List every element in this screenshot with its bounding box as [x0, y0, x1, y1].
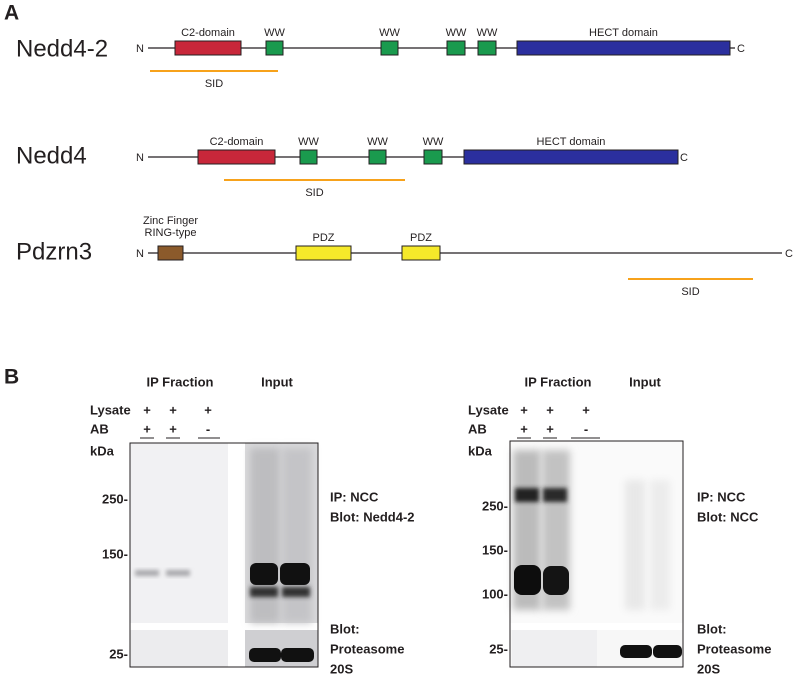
blot-image: [130, 443, 318, 667]
domain-label: WW: [477, 27, 498, 39]
domain-label: PDZ: [313, 232, 335, 244]
domain: [174, 40, 242, 56]
domain: [368, 149, 387, 165]
domain-label: WW: [298, 136, 319, 148]
row-label: AB: [468, 421, 487, 436]
loading-description: Proteasome: [697, 641, 771, 656]
n-terminus: N: [136, 248, 144, 260]
domain-label: C2-domain: [181, 27, 235, 39]
lane-sign: -: [206, 421, 210, 436]
domain-label: WW: [423, 136, 444, 148]
domain-label: Zinc Finger: [143, 215, 198, 227]
domain: [401, 245, 441, 261]
domain: [446, 40, 466, 56]
lane-header: IP Fraction: [525, 374, 592, 389]
blot-frame: [129, 442, 319, 668]
lane-sign: +: [169, 402, 177, 417]
blot-description: IP: NCC: [330, 489, 379, 504]
blot-description: IP: NCC: [697, 489, 746, 504]
lane-sign: +: [169, 421, 177, 436]
row-label: Lysate: [90, 402, 131, 417]
lane-sign: -: [584, 421, 588, 436]
c-terminus: C: [737, 43, 745, 55]
marker-label: 150-: [102, 546, 128, 561]
lane-header: Input: [629, 374, 661, 389]
loading-description: 20S: [330, 661, 353, 676]
marker-label: 100-: [482, 586, 508, 601]
sid-label: SID: [681, 286, 699, 298]
blot-description: Blot: NCC: [697, 509, 759, 524]
domain-label: WW: [446, 27, 467, 39]
panel-label: B: [4, 366, 19, 389]
domain-label: WW: [264, 27, 285, 39]
domain: [299, 149, 318, 165]
loading-description: Proteasome: [330, 641, 404, 656]
unit-label: kDa: [90, 443, 115, 458]
loading-description: Blot:: [330, 621, 360, 636]
lane-header: IP Fraction: [147, 374, 214, 389]
domain-label: WW: [367, 136, 388, 148]
domain: [477, 40, 497, 56]
domain-label: PDZ: [410, 232, 432, 244]
protein-name: Pdzrn3: [16, 238, 92, 265]
lane-sign: +: [520, 402, 528, 417]
loading-description: 20S: [697, 661, 720, 676]
marker-label: 150-: [482, 542, 508, 557]
domain: [516, 40, 731, 56]
unit-label: kDa: [468, 443, 493, 458]
domain-label: RING-type: [145, 227, 197, 239]
blot-description: Blot: Nedd4-2: [330, 509, 415, 524]
blot-frame: [509, 440, 684, 668]
domain: [197, 149, 276, 165]
row-label: Lysate: [468, 402, 509, 417]
sid-label: SID: [305, 187, 323, 199]
lane-sign: +: [143, 402, 151, 417]
lane-header: Input: [261, 374, 293, 389]
c-terminus: C: [785, 248, 793, 260]
domain: [463, 149, 679, 165]
n-terminus: N: [136, 43, 144, 55]
n-terminus: N: [136, 152, 144, 164]
c-terminus: C: [680, 152, 688, 164]
domain: [157, 245, 184, 261]
domain-label: C2-domain: [210, 136, 264, 148]
sid-label: SID: [205, 78, 223, 90]
marker-label: 250-: [102, 491, 128, 506]
protein-name: Nedd4: [16, 142, 87, 169]
domain-label: HECT domain: [537, 136, 606, 148]
domain: [295, 245, 352, 261]
domain: [380, 40, 399, 56]
lane-sign: +: [143, 421, 151, 436]
lane-sign: +: [546, 421, 554, 436]
domain: [265, 40, 284, 56]
lane-sign: +: [204, 402, 212, 417]
lane-sign: +: [546, 402, 554, 417]
panel-label: A: [4, 2, 19, 25]
protein-name: Nedd4-2: [16, 35, 108, 62]
lane-sign: +: [582, 402, 590, 417]
marker-label: 250-: [482, 498, 508, 513]
marker-label: 25-: [489, 641, 508, 656]
marker-label: 25-: [109, 646, 128, 661]
blot-image: [510, 441, 683, 667]
loading-description: Blot:: [697, 621, 727, 636]
row-label: AB: [90, 421, 109, 436]
domain: [423, 149, 443, 165]
domain-label: WW: [379, 27, 400, 39]
lane-sign: +: [520, 421, 528, 436]
domain-label: HECT domain: [589, 27, 658, 39]
